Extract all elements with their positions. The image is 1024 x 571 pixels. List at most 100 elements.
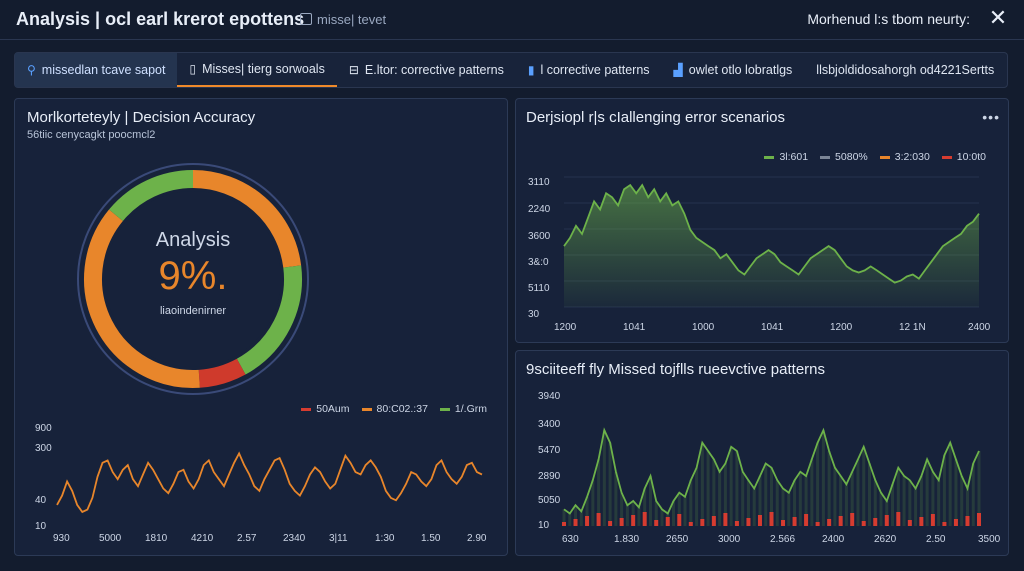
series-line — [563, 183, 980, 284]
y-tick-label: 10 — [538, 520, 550, 531]
tab-bar: ⚲ missedlan tcave sapot ▯ Misses| tierg so… — [14, 52, 1008, 88]
error-bar — [930, 514, 935, 526]
error-bar — [631, 515, 636, 526]
tab-corrective-patterns[interactable]: ▮ l corrective patterns — [516, 53, 662, 87]
y-tick-label: 10 — [35, 521, 47, 532]
error-bar — [827, 519, 832, 526]
tab-error-corrective[interactable]: ⊟ E.ltor: corrective patterns — [337, 53, 516, 87]
right-title: Morhenud l:s tbom neurty: — [807, 11, 970, 27]
donut-segment — [236, 265, 302, 375]
error-bar — [861, 521, 866, 526]
x-tick-label: 3000 — [718, 534, 741, 545]
close-icon[interactable]: ✕ — [988, 5, 1008, 30]
bookmark-icon: ▮ — [527, 63, 535, 77]
x-tick-label: 1041 — [761, 322, 784, 333]
error-area-chart: 3110 2240 3600 3&:0 5110 30 1200 1041 1000 1041 12… — [528, 176, 991, 333]
tab-label: missedlan tcave sapot — [41, 63, 166, 77]
x-tick-label: 1.830 — [614, 534, 639, 545]
error-bar — [654, 520, 659, 526]
error-bar — [919, 517, 924, 526]
accuracy-donut — [77, 163, 309, 395]
error-bar — [723, 513, 728, 526]
error-bar — [965, 516, 970, 526]
x-tick-label: 1200 — [830, 322, 853, 333]
x-tick-label: 1:30 — [375, 533, 395, 544]
error-bar — [792, 517, 797, 526]
donut-value: 9%. — [158, 254, 228, 298]
legend-label: 10:0t0 — [956, 151, 986, 163]
legend-label: 3:2:030 — [894, 151, 930, 163]
y-tick-label: 5110 — [528, 283, 550, 294]
donut-label: Analysis — [155, 229, 231, 251]
error-bar — [734, 521, 739, 526]
tab-missed-cases[interactable]: ⚲ missedlan tcave sapot — [15, 53, 178, 87]
missed-line-chart: 3940 3400 5470 2890 5050 10 630 1.830 2650 3000 2.… — [538, 391, 1001, 545]
panel-title: 9sciiteeff fly Missed tojflls rueevctive… — [526, 361, 826, 378]
legend-label: 3l:601 — [779, 151, 809, 163]
x-tick-label: 930 — [53, 533, 70, 544]
tab-ids[interactable]: llsbjoldidosahorgh od4221Sertts — [804, 53, 1006, 87]
x-tick-label: 2.57 — [237, 533, 257, 544]
tab-misses[interactable]: ▯ Misses| tierg sorwoals — [177, 53, 337, 87]
x-tick-label: 2340 — [283, 533, 306, 544]
series-line — [56, 451, 483, 514]
error-bar — [977, 513, 981, 526]
error-bar — [573, 519, 578, 526]
y-tick-label: 5470 — [538, 445, 561, 456]
error-bar — [608, 521, 613, 526]
legend-item: 10:0t0 — [941, 151, 986, 163]
error-bar — [596, 513, 601, 526]
x-tick-label: 1.50 — [421, 533, 441, 544]
x-tick-label: 1810 — [145, 533, 168, 544]
x-tick-label: 1041 — [623, 322, 646, 333]
y-tick-label: 300 — [35, 443, 52, 454]
panel-title: Morlkorteteyly | Decision Accuracy — [27, 109, 256, 126]
tab-label: llsbjoldidosahorgh od4221Sertts — [816, 63, 995, 77]
y-tick-label: 3110 — [528, 177, 550, 188]
series-line — [563, 427, 980, 515]
error-bar — [642, 512, 647, 526]
filter-icon: ⊟ — [348, 63, 359, 77]
error-bar — [688, 522, 693, 526]
y-tick-label: 30 — [528, 309, 540, 320]
error-bar — [942, 522, 947, 526]
more-options-icon[interactable]: ••• — [982, 109, 1000, 125]
y-tick-label: 3400 — [538, 419, 561, 430]
panel-subtitle: 56tiic cenycagkt poocmcl2 — [27, 129, 156, 141]
error-bar — [746, 518, 751, 526]
x-tick-label: 3|11 — [329, 533, 348, 544]
error-bar — [665, 517, 670, 526]
document-icon: ▯ — [189, 62, 197, 76]
x-tick-label: 12 1N — [899, 322, 926, 333]
panel-title: Derjsiopl r|s cIallenging error scenario… — [526, 109, 785, 126]
left-line-chart: 900 300 40 10 930 5000 1810 4210 2.57 2340 3|11 1:3… — [35, 423, 487, 544]
error-bar — [896, 512, 901, 526]
donut-segment — [84, 209, 200, 388]
error-bar — [711, 516, 716, 526]
x-tick-label: 2400 — [968, 322, 991, 333]
y-tick-label: 2240 — [528, 204, 551, 215]
tab-outlet[interactable]: ▟ owlet otlo lobratlgs — [662, 53, 805, 87]
y-tick-label: 5050 — [538, 495, 561, 506]
donut-outer-ring — [77, 163, 309, 395]
y-tick-label: 900 — [35, 423, 52, 434]
y-tick-label: 3600 — [528, 231, 551, 242]
x-tick-label: 3500 — [978, 534, 1001, 545]
error-bar — [700, 519, 705, 526]
error-bar — [850, 513, 855, 526]
edit-icon — [300, 13, 312, 25]
tab-label: owlet otlo lobratlgs — [688, 63, 793, 77]
donut-hole — [105, 191, 281, 367]
error-bar — [953, 519, 958, 526]
x-tick-label: 2400 — [822, 534, 845, 545]
person-icon: ⚲ — [27, 63, 36, 77]
x-tick-label: 2.90 — [467, 533, 487, 544]
left-legend: 50Aum 80:C02.:37 1/.Grm — [289, 403, 487, 415]
legend-item: 3l:601 — [764, 151, 808, 163]
tab-label: E.ltor: corrective patterns — [364, 63, 504, 77]
donut-caption: liaoindenirner — [159, 305, 227, 317]
x-tick-label: 2620 — [874, 534, 897, 545]
error-bar — [838, 516, 843, 526]
x-tick-label: 4210 — [191, 533, 214, 544]
error-bar — [677, 514, 682, 526]
